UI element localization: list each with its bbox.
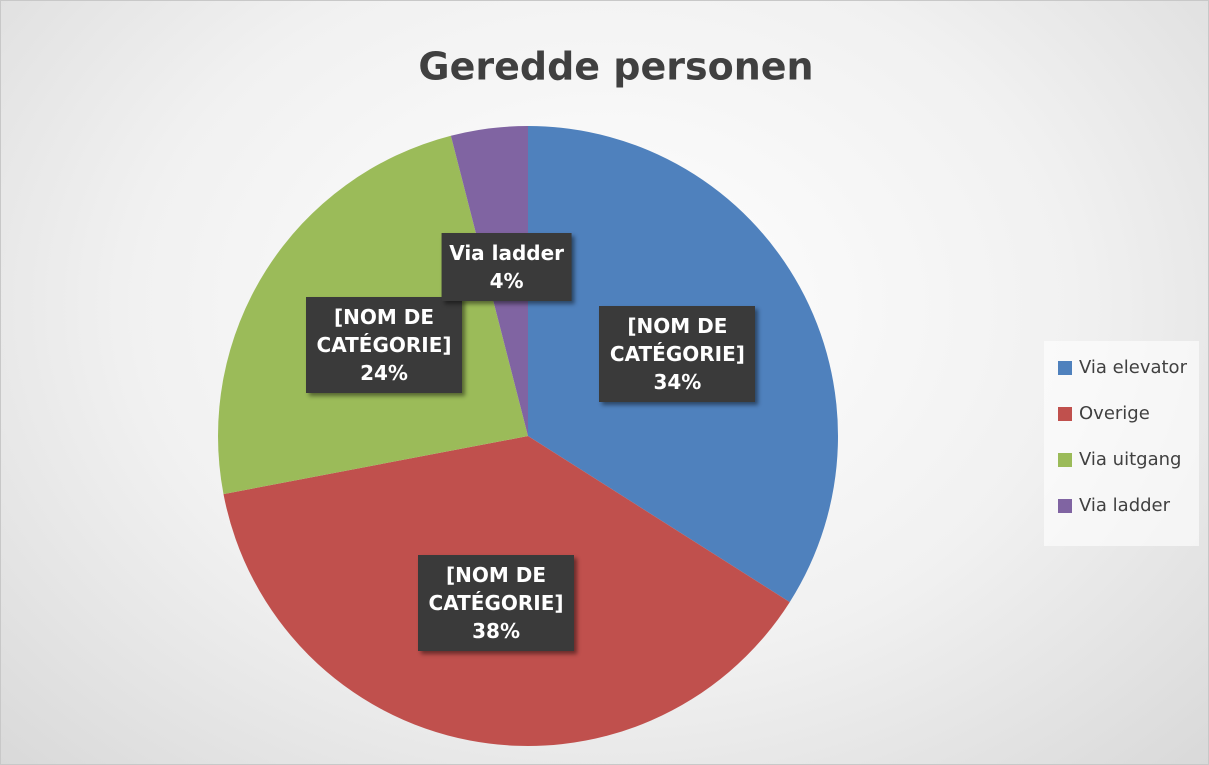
- legend-swatch: [1058, 361, 1072, 375]
- legend-label: Via elevator: [1079, 357, 1188, 378]
- data-label-text: [NOM DE CATÉGORIE]: [316, 304, 452, 357]
- data-label-text: [NOM DE CATÉGORIE]: [609, 313, 745, 366]
- legend-swatch: [1058, 453, 1072, 467]
- legend-swatch: [1058, 499, 1072, 513]
- data-label: [NOM DE CATÉGORIE] 38%: [418, 555, 575, 652]
- legend-swatch: [1058, 407, 1072, 421]
- legend-label: Overige: [1079, 403, 1150, 424]
- data-label-text: 34%: [653, 369, 702, 394]
- data-label: Via ladder 4%: [441, 232, 573, 301]
- legend-label: Via uitgang: [1079, 449, 1181, 470]
- data-label-text: [NOM DE CATÉGORIE]: [428, 563, 564, 616]
- data-label-text: 4%: [489, 268, 524, 293]
- chart-title: Geredde personen: [418, 45, 813, 89]
- legend-label: Via ladder: [1079, 495, 1171, 516]
- data-label-text: 24%: [360, 360, 408, 385]
- data-label-text: Via ladder: [449, 240, 565, 265]
- data-label-text: 38%: [472, 619, 520, 644]
- data-label: [NOM DE CATÉGORIE] 24%: [306, 296, 463, 393]
- data-label: [NOM DE CATÉGORIE] 34%: [599, 305, 756, 402]
